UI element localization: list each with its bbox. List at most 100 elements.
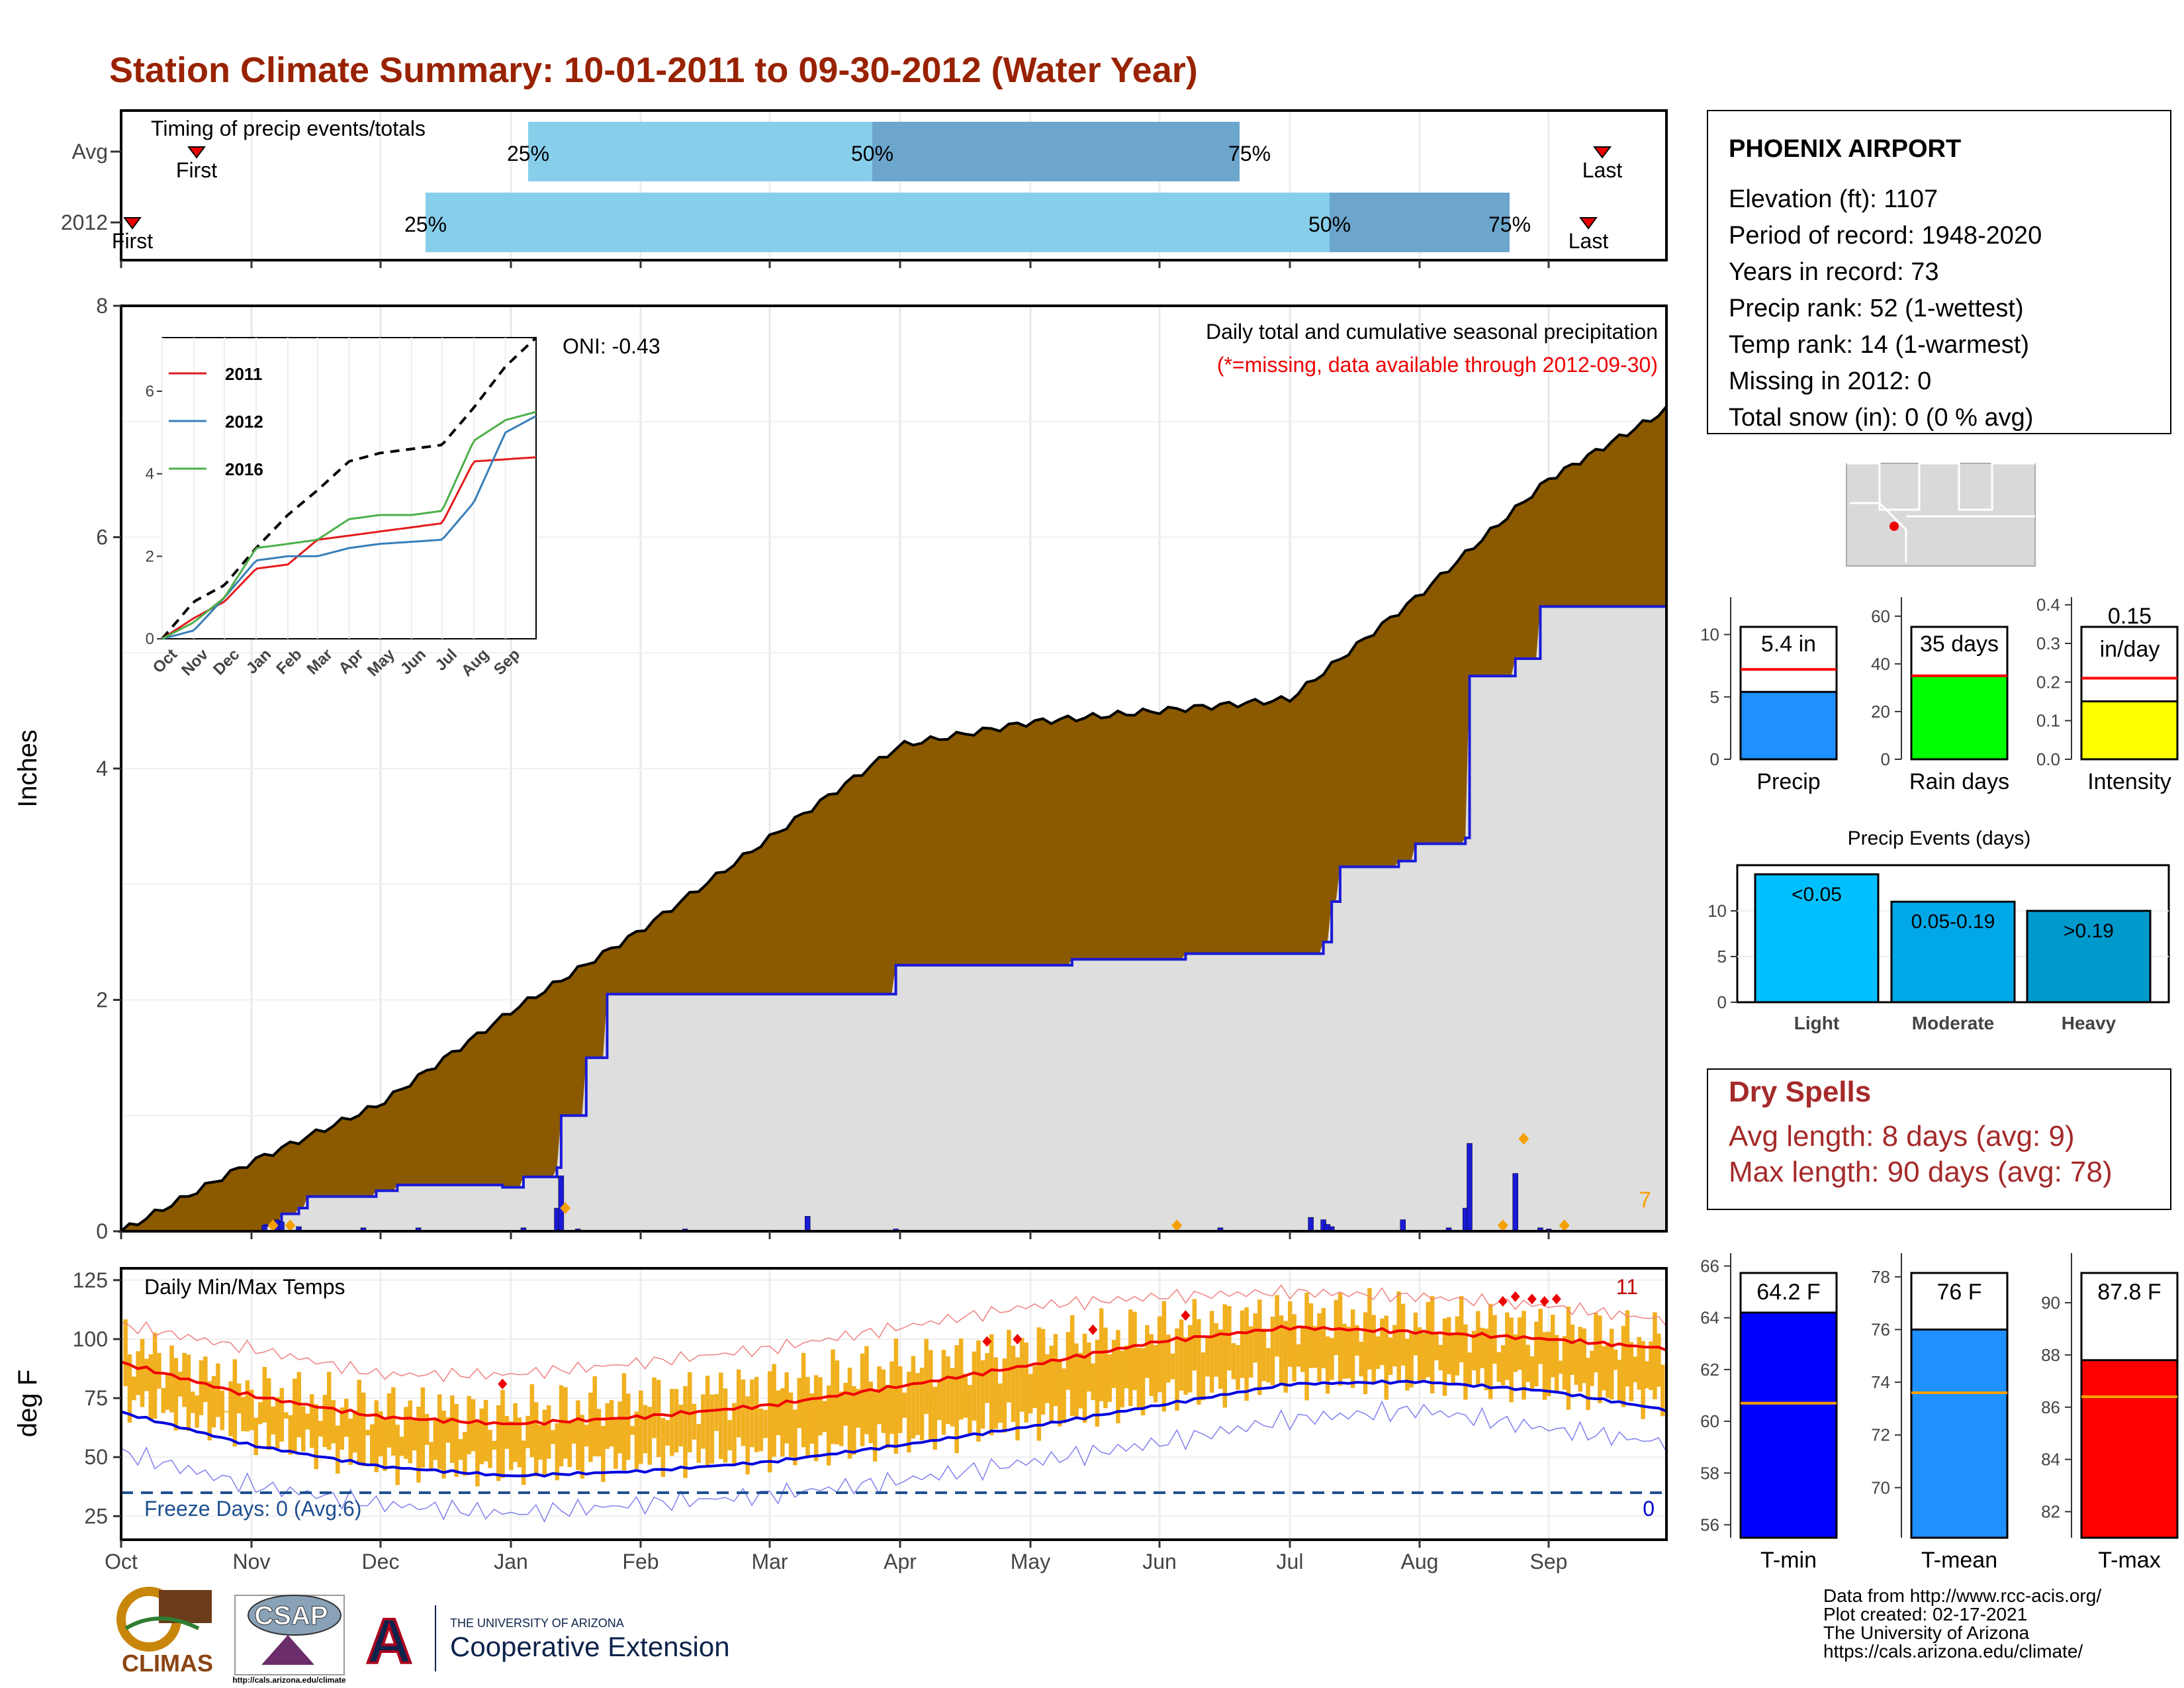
daily-temp-bar: [1426, 1301, 1431, 1378]
daily-temp-bar: [954, 1345, 959, 1454]
mini-bar: [1739, 690, 1838, 761]
record-high-marker: [1498, 1295, 1508, 1307]
daily-temp-bar: [1218, 1329, 1223, 1389]
daily-temp-bar: [1590, 1350, 1594, 1386]
footer-line-4: https://cals.arizona.edu/climate/: [1823, 1641, 2083, 1662]
mini-ytick-label: 5: [1710, 687, 1719, 707]
daily-temp-bar: [1205, 1336, 1210, 1377]
mini-ytick-label: 0.2: [2036, 672, 2060, 692]
csap-logo: CSAP http://cals.arizona.edu/climate: [232, 1595, 346, 1685]
daily-temp-bar: [1574, 1342, 1579, 1385]
freeze-count: 0: [1643, 1497, 1655, 1521]
mini-bar: [1910, 675, 2009, 761]
daily-temp-bar: [1049, 1346, 1054, 1422]
daily-temp-bar: [809, 1393, 815, 1444]
daily-temp-bar: [784, 1372, 789, 1444]
daily-temp-bar: [1175, 1328, 1179, 1411]
daily-temp-bar: [972, 1351, 977, 1421]
mini-bar: [2080, 1359, 2179, 1539]
events-ytick-label: 0: [1717, 992, 1727, 1012]
csap-url: http://cals.arizona.edu/climate: [232, 1675, 346, 1685]
daily-temp-bar: [1480, 1327, 1484, 1368]
timing-2012-last: Last: [1569, 229, 1609, 253]
mini-name-label: T-mean: [1921, 1548, 1997, 1573]
daily-temp-bar: [1227, 1305, 1232, 1371]
mini-ytick-label: 84: [2041, 1450, 2060, 1470]
timing-avg-first-marker: [187, 146, 206, 159]
daily-temp-bar: [692, 1403, 697, 1440]
month-label: Feb: [622, 1550, 659, 1573]
daily-temp-bar: [911, 1356, 916, 1438]
timing-row-avg: Avg: [71, 140, 108, 164]
daily-temp-bar: [186, 1354, 191, 1431]
daily-temp-bar: [301, 1406, 306, 1452]
daily-temp-bar: [1606, 1342, 1610, 1398]
timing-avg-p75: 75%: [1228, 142, 1271, 165]
daily-temp-bar: [1471, 1331, 1477, 1371]
mini-ytick-label: 0.4: [2036, 595, 2060, 615]
events-title: Precip Events (days): [1848, 827, 2031, 849]
daily-temp-bar: [144, 1358, 149, 1391]
daily-temp-bar: [1236, 1344, 1240, 1390]
daily-temp-bar: [1500, 1345, 1506, 1385]
daily-temp-bar: [496, 1405, 501, 1481]
daily-temp-bar: [424, 1413, 430, 1445]
daily-temp-bar: [445, 1417, 451, 1443]
mini-ytick-label: 90: [2041, 1293, 2060, 1313]
daily-temp-bar: [937, 1380, 942, 1421]
daily-temp-bar: [868, 1382, 874, 1444]
record-day-marker: [1171, 1219, 1183, 1232]
mini-ytick-label: 66: [1700, 1256, 1719, 1276]
mini-panel-tmean: 70 72 74 76 78 76 F T-mean: [1871, 1253, 2009, 1573]
main-ytick-label: 0: [96, 1219, 108, 1243]
temp-chart: 25 50 75 100 125 Oct Nov Dec Jan Feb Mar Apr May Jun…: [13, 260, 1668, 1573]
daily-temp-bar: [1602, 1346, 1606, 1391]
daily-temp-bar: [877, 1366, 882, 1425]
record-max-line: [120, 1284, 1667, 1383]
footer-line-3: The University of Arizona: [1823, 1622, 2030, 1643]
temp-label: Daily Min/Max Temps: [144, 1275, 345, 1299]
timing-avg-first: First: [176, 158, 217, 182]
main-ytick-label: 8: [96, 294, 108, 318]
daily-temp-bar: [1074, 1343, 1079, 1417]
mini-panel-precip: 0 5 10 5.4 in Precip: [1700, 597, 1838, 794]
timing-2012-p75: 75%: [1488, 212, 1531, 236]
daily-temp-bar: [660, 1418, 666, 1477]
inset-avg-line: [161, 336, 537, 640]
daily-temp-bar: [1201, 1352, 1206, 1401]
missing-note: (*=missing, data available through 2012-…: [1217, 353, 1658, 377]
mini-ytick-label: 76: [1871, 1319, 1890, 1339]
daily-temp-bar: [1509, 1317, 1514, 1403]
daily-temp-bar: [630, 1426, 635, 1435]
record-high-marker: [1551, 1293, 1561, 1305]
daily-temp-bar: [1270, 1317, 1275, 1385]
daily-temp-bar: [169, 1345, 174, 1413]
daily-temp-bar: [1279, 1315, 1284, 1386]
daily-temp-bar: [1363, 1312, 1368, 1395]
daily-temp-bar: [584, 1425, 589, 1447]
daily-temp-bar: [1087, 1342, 1091, 1392]
daily-temp-bar: [348, 1419, 353, 1465]
daily-temp-bar: [1032, 1366, 1037, 1409]
daily-temp-bar: [1275, 1295, 1279, 1357]
daily-temp-bar: [288, 1415, 293, 1455]
intensity-value-line1: 0.15: [2108, 604, 2152, 629]
daily-temp-bar: [538, 1425, 543, 1460]
daily-temp-bar: [763, 1409, 768, 1438]
record-min-line: [120, 1400, 1667, 1523]
daily-temp-bar: [1505, 1312, 1510, 1380]
daily-temp-bar: [1095, 1340, 1100, 1427]
climas-text: CLIMAS: [122, 1650, 213, 1677]
daily-precip-bar: [279, 1221, 285, 1232]
event-bar: [2026, 910, 2152, 1004]
mini-ytick-label: 40: [1871, 654, 1890, 674]
daily-temp-bar: [123, 1319, 128, 1387]
daily-precip-bar: [558, 1175, 565, 1232]
daily-temp-bar: [450, 1395, 455, 1463]
daily-temp-bar: [1107, 1354, 1113, 1402]
daily-temp-bar: [941, 1350, 946, 1435]
daily-temp-bar: [1296, 1344, 1301, 1367]
daily-temp-bar: [310, 1394, 314, 1448]
daily-temp-bar: [207, 1381, 212, 1441]
daily-temp-bar: [1529, 1356, 1535, 1391]
